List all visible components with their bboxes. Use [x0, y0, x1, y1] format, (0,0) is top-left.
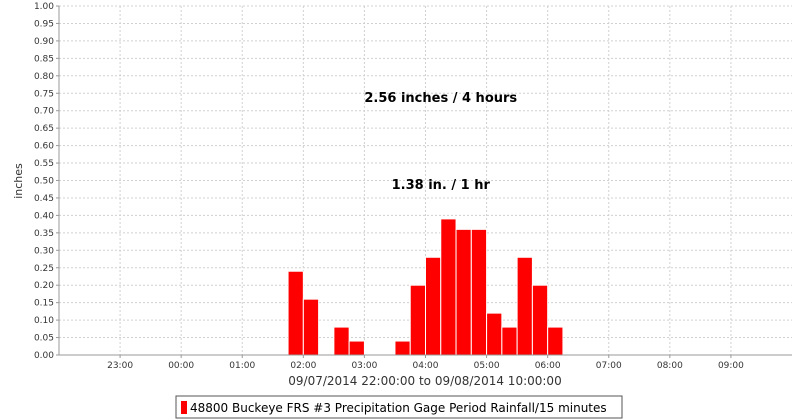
annotations: 2.56 inches / 4 hours 1.38 in. / 1 hr: [364, 91, 517, 193]
x-tick-label: 06:00: [535, 361, 561, 371]
x-tick-label: 05:00: [474, 361, 500, 371]
y-tick-label: 0.90: [34, 37, 54, 47]
rainfall-bar: [547, 326, 564, 356]
legend-label: 48800 Buckeye FRS #3 Precipitation Gage …: [190, 401, 607, 415]
y-axis-ticks: 0.00 0.05 0.10 0.15 0.20 0.25 0.30 0.35 0.40 0.45…: [34, 2, 59, 361]
y-tick-label: 0.80: [34, 72, 54, 82]
y-tick-label: 0.05: [34, 334, 54, 344]
y-tick-label: 0.55: [34, 159, 54, 169]
rainfall-bar: [470, 228, 488, 356]
rainfall-bar: [425, 256, 442, 356]
x-axis-ticks: 23:00 00:00 01:00 02:00 03:00 04:00 05:00 06:00…: [107, 355, 744, 371]
rainfall-bar: [501, 326, 518, 356]
annotation-label: 2.56 inches / 4 hours: [364, 91, 517, 106]
y-tick-label: 0.30: [34, 246, 54, 256]
y-tick-label: 0.20: [34, 281, 54, 291]
y-tick-label: 0.40: [34, 211, 54, 221]
y-tick-label: 0.10: [34, 316, 54, 326]
y-tick-label: 0.15: [34, 299, 54, 309]
y-tick-label: 0.50: [34, 177, 54, 187]
rainfall-bar: [348, 340, 365, 356]
x-tick-label: 03:00: [351, 361, 377, 371]
x-tick-label: 08:00: [657, 361, 683, 371]
y-tick-label: 0.95: [34, 19, 54, 29]
x-axis-title: 09/07/2014 22:00:00 to 09/08/2014 10:00:…: [288, 374, 561, 388]
y-tick-label: 0.25: [34, 264, 54, 274]
x-tick-label: 01:00: [229, 361, 255, 371]
y-axis-title: inches: [12, 163, 25, 199]
y-tick-label: 0.70: [34, 107, 54, 117]
legend: 48800 Buckeye FRS #3 Precipitation Gage …: [175, 395, 623, 419]
rainfall-bar: [287, 270, 304, 356]
annotation-label: 1.38 in. / 1 hr: [392, 178, 491, 193]
x-tick-label: 23:00: [107, 361, 133, 371]
legend-swatch: [181, 401, 187, 414]
y-tick-label: 0.85: [34, 54, 54, 64]
x-tick-label: 00:00: [168, 361, 194, 371]
rainfall-bar: [516, 256, 533, 356]
y-tick-label: 0.65: [34, 124, 54, 134]
y-tick-label: 0.75: [34, 89, 54, 99]
rainfall-bar: [455, 228, 472, 356]
legend-box: [175, 395, 623, 419]
x-tick-label: 07:00: [596, 361, 622, 371]
y-tick-label: 0.00: [34, 351, 54, 361]
rainfall-bar: [409, 284, 426, 356]
x-tick-label: 04:00: [413, 361, 439, 371]
rainfall-bar: [486, 312, 503, 356]
y-tick-label: 0.60: [34, 142, 54, 152]
x-tick-label: 02:00: [290, 361, 316, 371]
rainfall-bar: [333, 326, 350, 356]
y-tick-label: 0.35: [34, 229, 54, 239]
rainfall-bar: [531, 284, 549, 356]
bars: [287, 218, 564, 356]
rainfall-bar: [302, 298, 320, 356]
y-tick-label: 0.45: [34, 194, 54, 204]
rainfall-bar: [394, 340, 411, 356]
x-tick-label: 09:00: [718, 361, 744, 371]
rainfall-bar: [440, 218, 457, 356]
y-tick-label: 1.00: [34, 2, 54, 12]
